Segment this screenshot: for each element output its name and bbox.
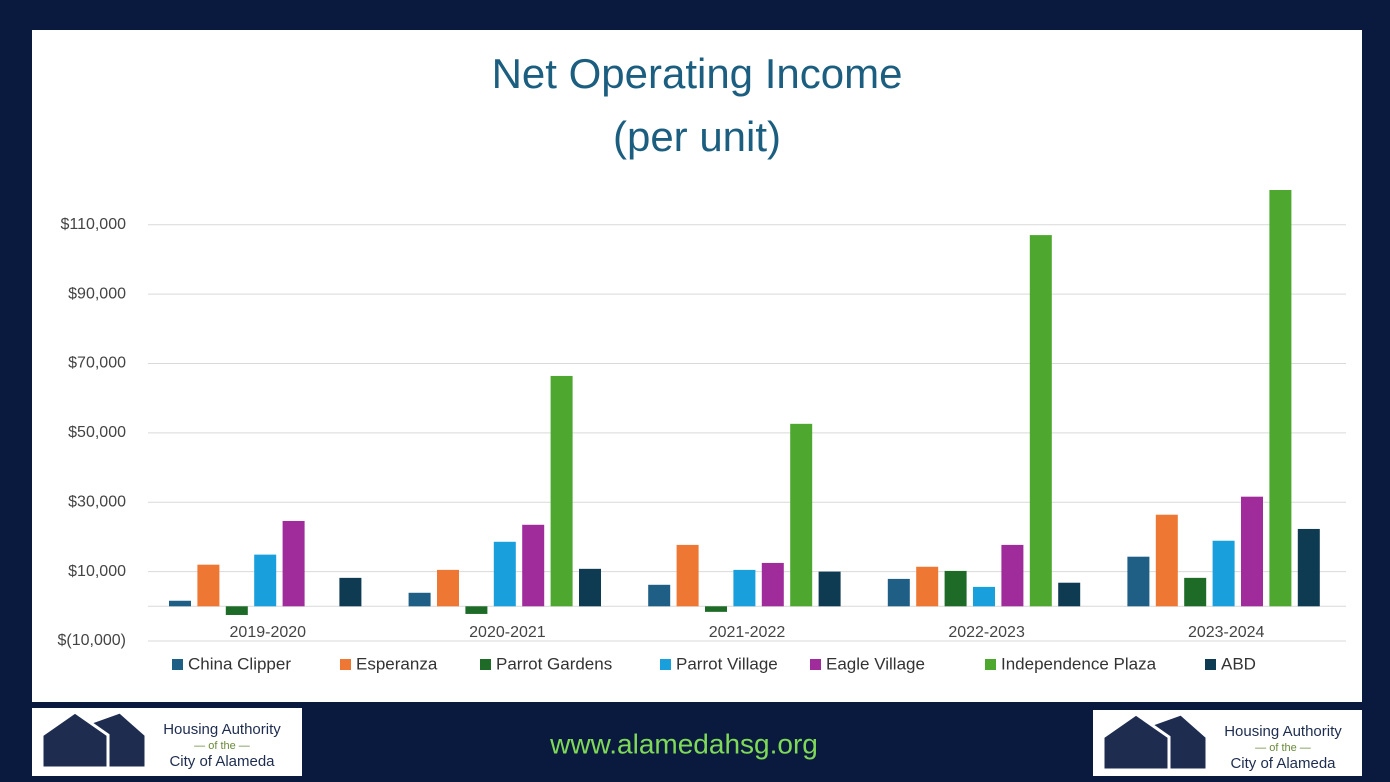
bar — [1212, 540, 1235, 607]
bar — [1269, 190, 1292, 607]
legend-swatch — [1205, 659, 1216, 670]
logo-text: — of the — — [194, 740, 250, 752]
website-url: www.alamedahsg.org — [549, 728, 818, 759]
legend-label: Independence Plaza — [1001, 654, 1157, 673]
bar — [550, 375, 573, 607]
legend-swatch — [340, 659, 351, 670]
bar — [522, 524, 545, 607]
bar — [579, 568, 601, 607]
bar — [493, 541, 516, 607]
logo-text: Housing Authority — [163, 721, 281, 738]
bar — [705, 606, 727, 612]
x-tick-label: 2019-2020 — [230, 624, 307, 641]
bar — [197, 564, 220, 607]
legend-swatch — [660, 659, 671, 670]
y-tick-label: $50,000 — [68, 424, 126, 441]
logo-right: Housing Authority — of the — City of Ala… — [1093, 710, 1362, 776]
y-tick-label: $10,000 — [68, 563, 126, 580]
logo-text: Housing Authority — [1224, 723, 1342, 740]
logo-text: City of Alameda — [169, 753, 275, 770]
x-tick-label: 2020-2021 — [469, 624, 546, 641]
bar — [887, 578, 910, 607]
legend-label: Esperanza — [356, 654, 438, 673]
bar — [1297, 528, 1320, 607]
x-tick-label: 2021-2022 — [709, 624, 786, 641]
y-tick-label: $70,000 — [68, 355, 126, 372]
logo-left: Housing Authority — of the — City of Ala… — [32, 708, 302, 776]
bar — [733, 569, 756, 607]
bar — [944, 570, 967, 607]
bar — [1029, 235, 1052, 607]
legend-label: Parrot Village — [676, 654, 778, 673]
logo-text: — of the — — [1255, 742, 1311, 754]
logo-icon — [1101, 712, 1209, 772]
legend-swatch — [480, 659, 491, 670]
legend-label: ABD — [1221, 654, 1256, 673]
bar — [916, 566, 939, 607]
legend-swatch — [810, 659, 821, 670]
legend-label: China Clipper — [188, 654, 291, 673]
bar — [282, 520, 305, 607]
bar — [408, 592, 431, 607]
bar — [973, 586, 995, 607]
legend-swatch — [172, 659, 183, 670]
x-tick-label: 2023-2024 — [1188, 624, 1265, 641]
bar — [761, 562, 784, 607]
bar — [225, 606, 248, 615]
bar — [1184, 577, 1207, 607]
bar — [339, 577, 362, 607]
bar — [790, 423, 813, 607]
bar — [818, 571, 841, 607]
bar — [1001, 544, 1024, 607]
y-tick-label: $(10,000) — [58, 632, 127, 649]
bar — [1155, 514, 1178, 607]
bar — [465, 606, 488, 614]
bar — [169, 600, 191, 607]
chart-title: Net Operating Income — [492, 50, 903, 97]
legend-label: Eagle Village — [826, 654, 925, 673]
legend-label: Parrot Gardens — [496, 654, 612, 673]
bar — [254, 554, 277, 607]
bar — [1127, 556, 1150, 607]
y-tick-label: $90,000 — [68, 285, 126, 302]
y-tick-label: $30,000 — [68, 493, 126, 510]
bar — [676, 544, 699, 607]
x-tick-label: 2022-2023 — [948, 624, 1025, 641]
legend-swatch — [985, 659, 996, 670]
logo-icon — [40, 710, 148, 770]
chart-subtitle: (per unit) — [613, 113, 781, 160]
logo-text: City of Alameda — [1230, 755, 1336, 772]
y-tick-label: $110,000 — [60, 216, 126, 233]
bar — [437, 569, 459, 607]
bar — [648, 584, 671, 607]
bar — [1058, 582, 1081, 607]
bar — [1241, 496, 1263, 607]
